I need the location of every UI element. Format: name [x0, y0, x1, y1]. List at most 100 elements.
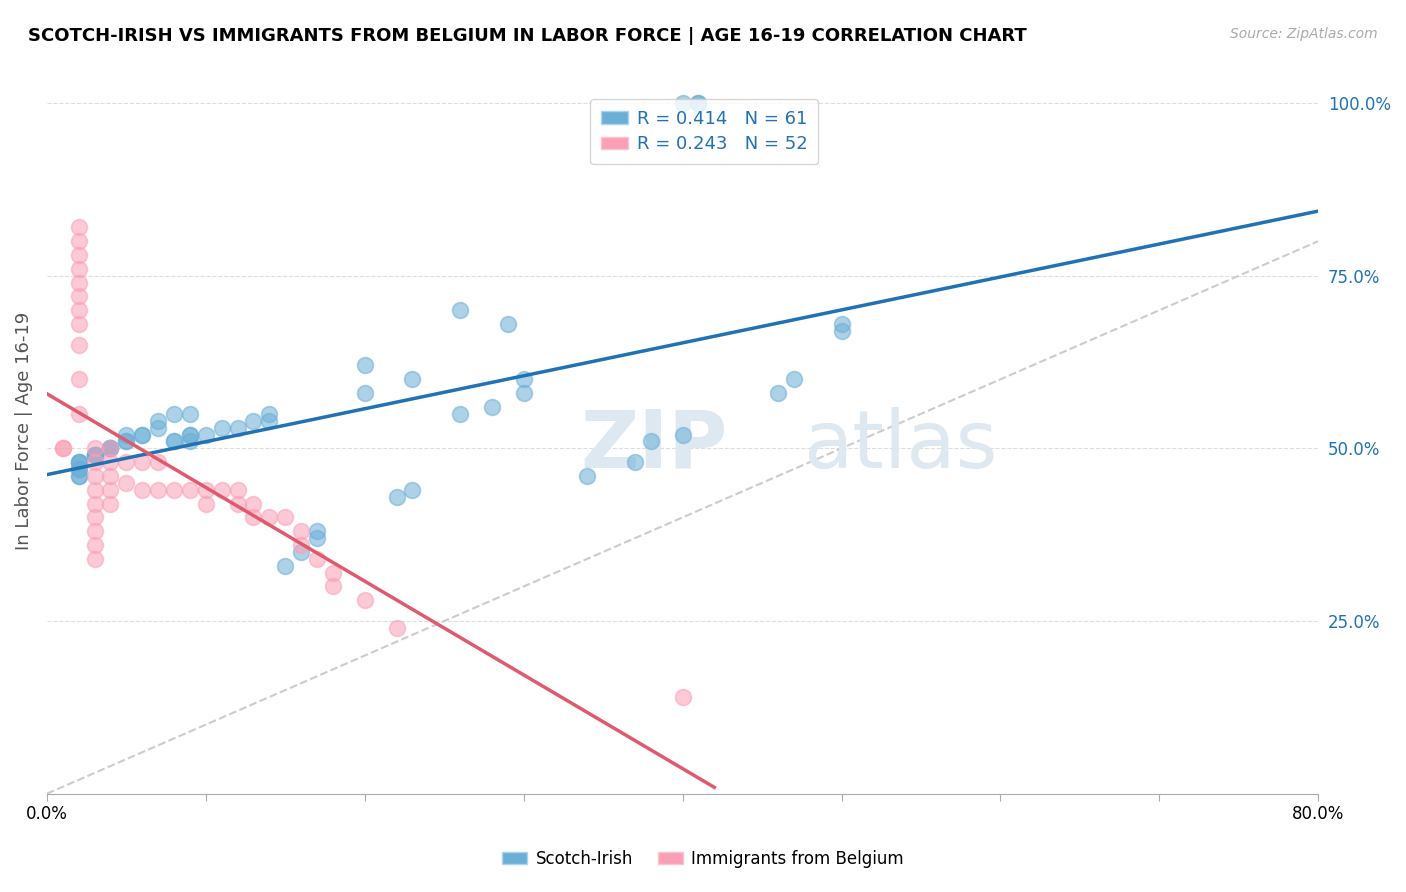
Point — [401, 372, 423, 386]
Text: atlas: atlas — [803, 407, 998, 484]
Point — [83, 483, 105, 497]
Point — [640, 434, 662, 449]
Point — [83, 552, 105, 566]
Point — [211, 420, 233, 434]
Point — [83, 538, 105, 552]
Point — [67, 234, 90, 248]
Point — [576, 469, 599, 483]
Point — [259, 414, 281, 428]
Point — [52, 442, 75, 456]
Point — [307, 552, 329, 566]
Point — [226, 483, 249, 497]
Point — [671, 427, 693, 442]
Point — [831, 317, 853, 331]
Point — [115, 434, 138, 449]
Point — [67, 338, 90, 352]
Point — [52, 442, 75, 456]
Point — [353, 593, 375, 607]
Point — [146, 414, 169, 428]
Point — [67, 455, 90, 469]
Point — [83, 524, 105, 539]
Point — [67, 407, 90, 421]
Point — [146, 420, 169, 434]
Point — [307, 531, 329, 545]
Point — [83, 448, 105, 462]
Point — [115, 475, 138, 490]
Point — [100, 442, 122, 456]
Point — [179, 407, 201, 421]
Point — [100, 442, 122, 456]
Point — [211, 483, 233, 497]
Point — [671, 96, 693, 111]
Point — [401, 483, 423, 497]
Point — [179, 483, 201, 497]
Point — [67, 455, 90, 469]
Point — [67, 248, 90, 262]
Point — [100, 455, 122, 469]
Point — [67, 469, 90, 483]
Point — [163, 483, 186, 497]
Point — [67, 261, 90, 276]
Point — [115, 455, 138, 469]
Point — [194, 483, 217, 497]
Point — [67, 462, 90, 476]
Point — [831, 324, 853, 338]
Point — [67, 317, 90, 331]
Point — [194, 497, 217, 511]
Point — [449, 407, 471, 421]
Point — [83, 448, 105, 462]
Point — [100, 442, 122, 456]
Point — [259, 510, 281, 524]
Point — [290, 545, 312, 559]
Point — [163, 434, 186, 449]
Point — [131, 427, 153, 442]
Point — [322, 579, 344, 593]
Point — [100, 442, 122, 456]
Point — [226, 420, 249, 434]
Point — [385, 490, 408, 504]
Text: SCOTCH-IRISH VS IMMIGRANTS FROM BELGIUM IN LABOR FORCE | AGE 16-19 CORRELATION C: SCOTCH-IRISH VS IMMIGRANTS FROM BELGIUM … — [28, 27, 1026, 45]
Point — [131, 483, 153, 497]
Point — [512, 386, 534, 401]
Point — [131, 455, 153, 469]
Point — [179, 427, 201, 442]
Point — [67, 303, 90, 318]
Point — [163, 434, 186, 449]
Point — [783, 372, 806, 386]
Point — [322, 566, 344, 580]
Point — [83, 442, 105, 456]
Point — [100, 497, 122, 511]
Point — [67, 372, 90, 386]
Point — [179, 434, 201, 449]
Point — [100, 442, 122, 456]
Point — [274, 558, 297, 573]
Point — [67, 289, 90, 303]
Point — [163, 407, 186, 421]
Point — [307, 524, 329, 539]
Legend: R = 0.414   N = 61, R = 0.243   N = 52: R = 0.414 N = 61, R = 0.243 N = 52 — [591, 99, 818, 164]
Point — [83, 469, 105, 483]
Point — [496, 317, 519, 331]
Point — [353, 359, 375, 373]
Point — [83, 497, 105, 511]
Point — [115, 434, 138, 449]
Point — [83, 455, 105, 469]
Point — [290, 538, 312, 552]
Y-axis label: In Labor Force | Age 16-19: In Labor Force | Age 16-19 — [15, 312, 32, 550]
Point — [353, 386, 375, 401]
Point — [688, 96, 710, 111]
Point — [67, 462, 90, 476]
Point — [242, 510, 264, 524]
Point — [100, 483, 122, 497]
Point — [242, 497, 264, 511]
Point — [449, 303, 471, 318]
Point — [512, 372, 534, 386]
Point — [688, 96, 710, 111]
Text: Source: ZipAtlas.com: Source: ZipAtlas.com — [1230, 27, 1378, 41]
Point — [67, 276, 90, 290]
Point — [146, 455, 169, 469]
Point — [83, 510, 105, 524]
Point — [481, 400, 503, 414]
Point — [67, 469, 90, 483]
Point — [274, 510, 297, 524]
